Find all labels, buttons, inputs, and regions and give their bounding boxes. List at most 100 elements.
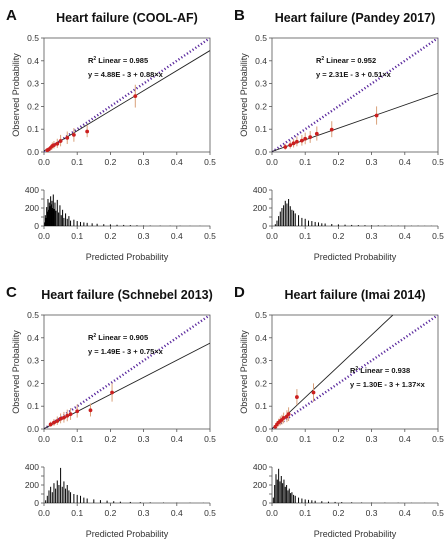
y-tick-label: 0.3 — [27, 79, 39, 89]
data-point — [65, 413, 70, 418]
data-point — [55, 419, 60, 423]
panel-a: A Heart failure (COOL-AF) Observed Probabi… — [6, 7, 216, 262]
hist-y-tick-label: 0 — [34, 221, 39, 231]
y-tick-label: 0.5 — [27, 310, 39, 320]
hist-x-tick-label: 0.2 — [104, 508, 116, 518]
data-point — [288, 143, 293, 148]
hist-x-tick-label: 0.5 — [432, 508, 444, 518]
x-tick-label: 0.2 — [104, 434, 116, 444]
x-tick-label: 0.0 — [38, 157, 50, 167]
data-point — [295, 139, 299, 144]
hist-x-tick-label: 0.3 — [138, 508, 150, 518]
x-tick-label: 0.3 — [366, 157, 378, 167]
y-tick-label: 0.1 — [27, 124, 39, 134]
hist-y-tick-label: 200 — [253, 203, 267, 213]
hist-x-tick-label: 0.3 — [138, 231, 150, 241]
panel-c: C Heart failure (Schnebel 2013) Observed P… — [6, 284, 216, 539]
data-point — [71, 133, 76, 137]
data-point — [58, 416, 63, 421]
data-point — [283, 145, 288, 149]
data-point — [133, 94, 138, 99]
y-tick-label: 0.4 — [255, 333, 267, 343]
data-point — [48, 422, 53, 427]
y-tick-label: 0.5 — [255, 310, 267, 320]
y-tick-label: 0.1 — [27, 401, 39, 411]
hist-x-tick-label: 0.1 — [71, 508, 83, 518]
panel-b: B Heart failure (Pandey 2017) Observed Pro… — [234, 7, 444, 262]
hist-x-tick-label: 0.2 — [332, 231, 344, 241]
hist-x-tick-label: 0.0 — [38, 231, 50, 241]
r2-annotation: R2 Linear = 0.905 — [88, 333, 148, 342]
x-tick-label: 0.5 — [204, 434, 216, 444]
y-tick-label: 0.5 — [255, 33, 267, 43]
hist-y-tick-label: 200 — [25, 480, 39, 490]
r2-annotation: R2 Linear = 0.938 — [350, 366, 410, 375]
equation-annotation: y = 1.30E - 3 + 1.37×x — [350, 380, 426, 389]
x-tick-label: 0.2 — [332, 434, 344, 444]
hist-y-tick-label: 200 — [253, 480, 267, 490]
chart-title: Heart failure (Imai 2014) — [284, 288, 425, 302]
x-tick-label: 0.2 — [104, 157, 116, 167]
data-point — [65, 135, 70, 140]
hist-y-tick-label: 400 — [25, 462, 39, 472]
x-tick-label: 0.4 — [171, 434, 183, 444]
y-tick-label: 0.4 — [27, 333, 39, 343]
hist-y-tick-label: 400 — [253, 185, 267, 195]
hist-x-tick-label: 0.5 — [204, 231, 216, 241]
hist-x-tick-label: 0.2 — [104, 231, 116, 241]
regression-line — [272, 315, 394, 429]
x-tick-label: 0.2 — [332, 157, 344, 167]
x-axis-label: Predicted Probability — [314, 252, 397, 262]
hist-x-tick-label: 0.3 — [366, 508, 378, 518]
hist-x-tick-label: 0.5 — [432, 231, 444, 241]
data-point — [299, 138, 304, 143]
data-point — [295, 395, 299, 399]
x-tick-label: 0.1 — [299, 434, 311, 444]
data-point — [110, 390, 114, 395]
y-axis-label: Observed Probability — [11, 53, 21, 137]
r2-annotation: R2 Linear = 0.985 — [88, 56, 148, 65]
y-tick-label: 0.4 — [255, 56, 267, 66]
hist-x-tick-label: 0.4 — [399, 508, 411, 518]
panel-d: D Heart failure (Imai 2014) Observed Proba… — [234, 284, 444, 539]
hist-y-tick-label: 0 — [34, 498, 39, 508]
y-tick-label: 0.2 — [255, 378, 267, 388]
hist-x-tick-label: 0.1 — [299, 508, 311, 518]
data-point — [314, 131, 319, 136]
x-tick-label: 0.5 — [432, 434, 444, 444]
hist-x-tick-label: 0.0 — [266, 231, 278, 241]
data-point — [58, 139, 63, 143]
x-tick-label: 0.0 — [38, 434, 50, 444]
chart-title: Heart failure (Pandey 2017) — [275, 11, 436, 25]
x-tick-label: 0.1 — [71, 157, 83, 167]
y-tick-label: 0.0 — [27, 147, 39, 157]
chart-title: Heart failure (Schnebel 2013) — [41, 288, 213, 302]
hist-x-tick-label: 0.0 — [38, 508, 50, 518]
hist-y-tick-label: 400 — [25, 185, 39, 195]
hist-x-tick-label: 0.5 — [204, 508, 216, 518]
y-axis-label: Observed Probability — [239, 330, 249, 414]
y-tick-label: 0.2 — [27, 101, 39, 111]
data-point — [308, 135, 313, 140]
hist-y-tick-label: 0 — [262, 498, 267, 508]
hist-x-tick-label: 0.1 — [299, 231, 311, 241]
data-point — [311, 390, 316, 395]
y-axis-label: Observed Probability — [239, 53, 249, 137]
hist-y-tick-label: 200 — [25, 203, 39, 213]
x-tick-label: 0.4 — [171, 157, 183, 167]
y-tick-label: 0.4 — [27, 56, 39, 66]
plot-frame — [43, 314, 211, 430]
x-tick-label: 0.4 — [399, 434, 411, 444]
data-point — [286, 412, 291, 417]
data-point — [374, 113, 379, 118]
x-tick-label: 0.5 — [204, 157, 216, 167]
x-axis-label: Predicted Probability — [314, 529, 397, 539]
x-tick-label: 0.3 — [366, 434, 378, 444]
y-tick-label: 0.1 — [255, 401, 267, 411]
hist-x-tick-label: 0.4 — [171, 508, 183, 518]
r2-annotation: R2 Linear = 0.952 — [316, 56, 376, 65]
data-point — [52, 420, 56, 425]
x-tick-label: 0.3 — [138, 157, 150, 167]
x-axis-label: Predicted Probability — [86, 252, 169, 262]
y-tick-label: 0.0 — [255, 147, 267, 157]
